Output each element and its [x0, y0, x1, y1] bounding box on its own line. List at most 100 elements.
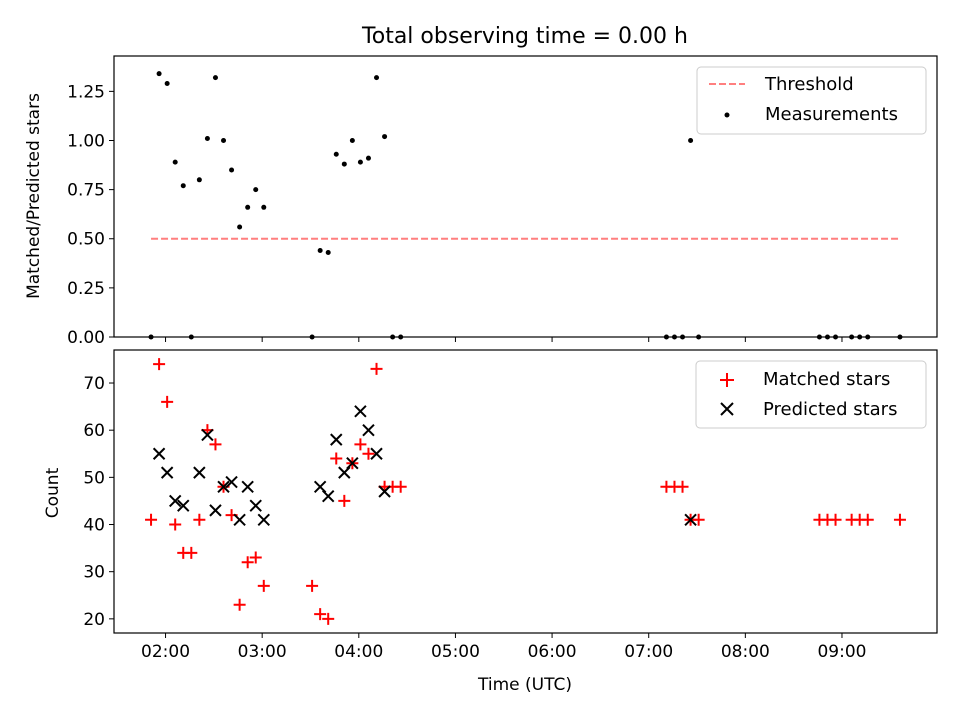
measurement-point	[172, 159, 178, 165]
matched-legend-label: Matched stars	[763, 369, 890, 390]
measurement-point	[688, 137, 694, 143]
matched-star-point	[362, 447, 375, 460]
count-x-tick-label: 04:00	[334, 642, 383, 662]
count-y-tick-label: 40	[83, 516, 105, 536]
count-x-tick-label: 07:00	[624, 642, 673, 662]
predicted-star-point	[177, 499, 190, 512]
measurement-point	[164, 81, 170, 87]
measurement-point	[341, 161, 347, 167]
matched-star-point	[169, 518, 182, 531]
count-y-tick-label: 60	[83, 421, 105, 441]
matched-star-point	[354, 438, 367, 451]
predicted-star-point	[330, 433, 343, 446]
measurements-legend-swatch	[724, 112, 730, 118]
matched-star-point	[257, 579, 270, 592]
predicted-star-point	[370, 447, 383, 460]
ratio-legend: Threshold Measurements	[696, 66, 927, 135]
measurement-point	[253, 187, 259, 193]
predicted-star-point	[362, 423, 375, 437]
predicted-star-point	[249, 499, 262, 512]
count-x-tick-label: 08:00	[721, 642, 770, 662]
matched-star-point	[893, 513, 906, 526]
count-panel: Count Time (UTC) 02:00 03:00 04:00 05:00 06:…	[43, 349, 938, 695]
matched-star-point	[233, 598, 246, 611]
measurement-point	[156, 71, 162, 77]
measurement-point	[221, 137, 227, 143]
ratio-legend-box	[696, 66, 927, 135]
predicted-star-point	[225, 475, 238, 489]
matched-star-point	[306, 579, 319, 592]
count-y-tick-label: 50	[83, 468, 105, 488]
measurement-point	[349, 137, 355, 143]
count-x-tick-label: 05:00	[431, 642, 480, 662]
matched-star-point	[338, 494, 351, 507]
measurement-point	[261, 204, 267, 210]
predicted-star-point	[201, 428, 214, 442]
matched-star-point	[161, 395, 174, 408]
ratio-y-tick-label: 0.25	[67, 279, 105, 299]
predicted-star-point	[152, 447, 166, 460]
ratio-y-tick-label: 0.50	[67, 230, 105, 250]
count-legend: Matched stars Predicted stars	[695, 360, 927, 429]
matched-star-point	[314, 608, 327, 621]
measurement-point	[196, 177, 202, 183]
predicted-star-point	[168, 494, 182, 508]
count-y-tick-label: 20	[83, 610, 105, 630]
predicted-star-point	[217, 480, 230, 493]
matched-star-point	[861, 513, 874, 526]
count-x-tick-label: 06:00	[528, 642, 577, 662]
matched-star-point	[829, 513, 842, 526]
matched-star-point	[370, 362, 383, 375]
ratio-y-tick-label: 1.25	[67, 82, 105, 102]
matched-star-point	[322, 612, 335, 625]
matched-star-point	[193, 513, 206, 526]
count-y-tick-label: 70	[83, 374, 105, 394]
predicted-star-point	[346, 456, 359, 470]
threshold-legend-label: Threshold	[764, 74, 854, 95]
predicted-star-point	[354, 405, 367, 418]
ratio-y-tick-label: 0.75	[67, 181, 105, 201]
measurement-point	[237, 224, 243, 230]
ratio-y-tick-label: 0.00	[67, 328, 105, 348]
matched-star-point	[692, 513, 705, 526]
count-x-tick-label: 03:00	[238, 642, 287, 662]
measurement-point	[317, 248, 323, 254]
matched-star-point	[209, 438, 222, 451]
predicted-legend-label: Predicted stars	[763, 399, 897, 420]
measurement-point	[382, 134, 388, 140]
measurement-point	[374, 75, 380, 81]
matched-star-point	[241, 556, 254, 569]
predicted-star-point	[193, 466, 206, 479]
count-plot-area: 02:00 03:00 04:00 05:00 06:00 07:00 08:00 09:00…	[83, 358, 906, 662]
count-axes-frame	[113, 349, 938, 634]
x-axis-label: Time (UTC)	[477, 675, 572, 695]
ratio-panel: Total observing time = 0.00 h Matched/Pr…	[24, 24, 938, 348]
matched-star-point	[145, 513, 158, 526]
predicted-star-point	[241, 480, 254, 493]
count-y-axis-label: Count	[43, 467, 63, 518]
ratio-y-tick-label: 1.00	[67, 131, 105, 151]
measurement-point	[229, 167, 235, 173]
predicted-legend-swatch	[720, 402, 734, 416]
measurement-point	[365, 155, 371, 161]
measurement-point	[245, 204, 251, 210]
matched-legend-swatch	[720, 373, 734, 387]
matched-star-point	[394, 480, 407, 493]
predicted-star-point	[209, 504, 222, 517]
predicted-star-point	[321, 490, 335, 503]
predicted-star-point	[257, 513, 270, 527]
matched-star-point	[330, 452, 343, 465]
predicted-star-point	[378, 485, 391, 498]
chart-title: Total observing time = 0.00 h	[361, 24, 688, 49]
count-legend-box	[695, 360, 927, 429]
matched-star-point	[249, 551, 262, 564]
measurement-point	[212, 75, 218, 81]
measurement-point	[204, 136, 210, 142]
measurement-point	[325, 250, 331, 256]
predicted-star-point	[160, 466, 174, 479]
ratio-y-axis-label: Matched/Predicted stars	[24, 93, 44, 299]
matched-star-point	[185, 546, 198, 559]
measurement-point	[180, 183, 186, 189]
matched-star-point	[153, 358, 166, 371]
